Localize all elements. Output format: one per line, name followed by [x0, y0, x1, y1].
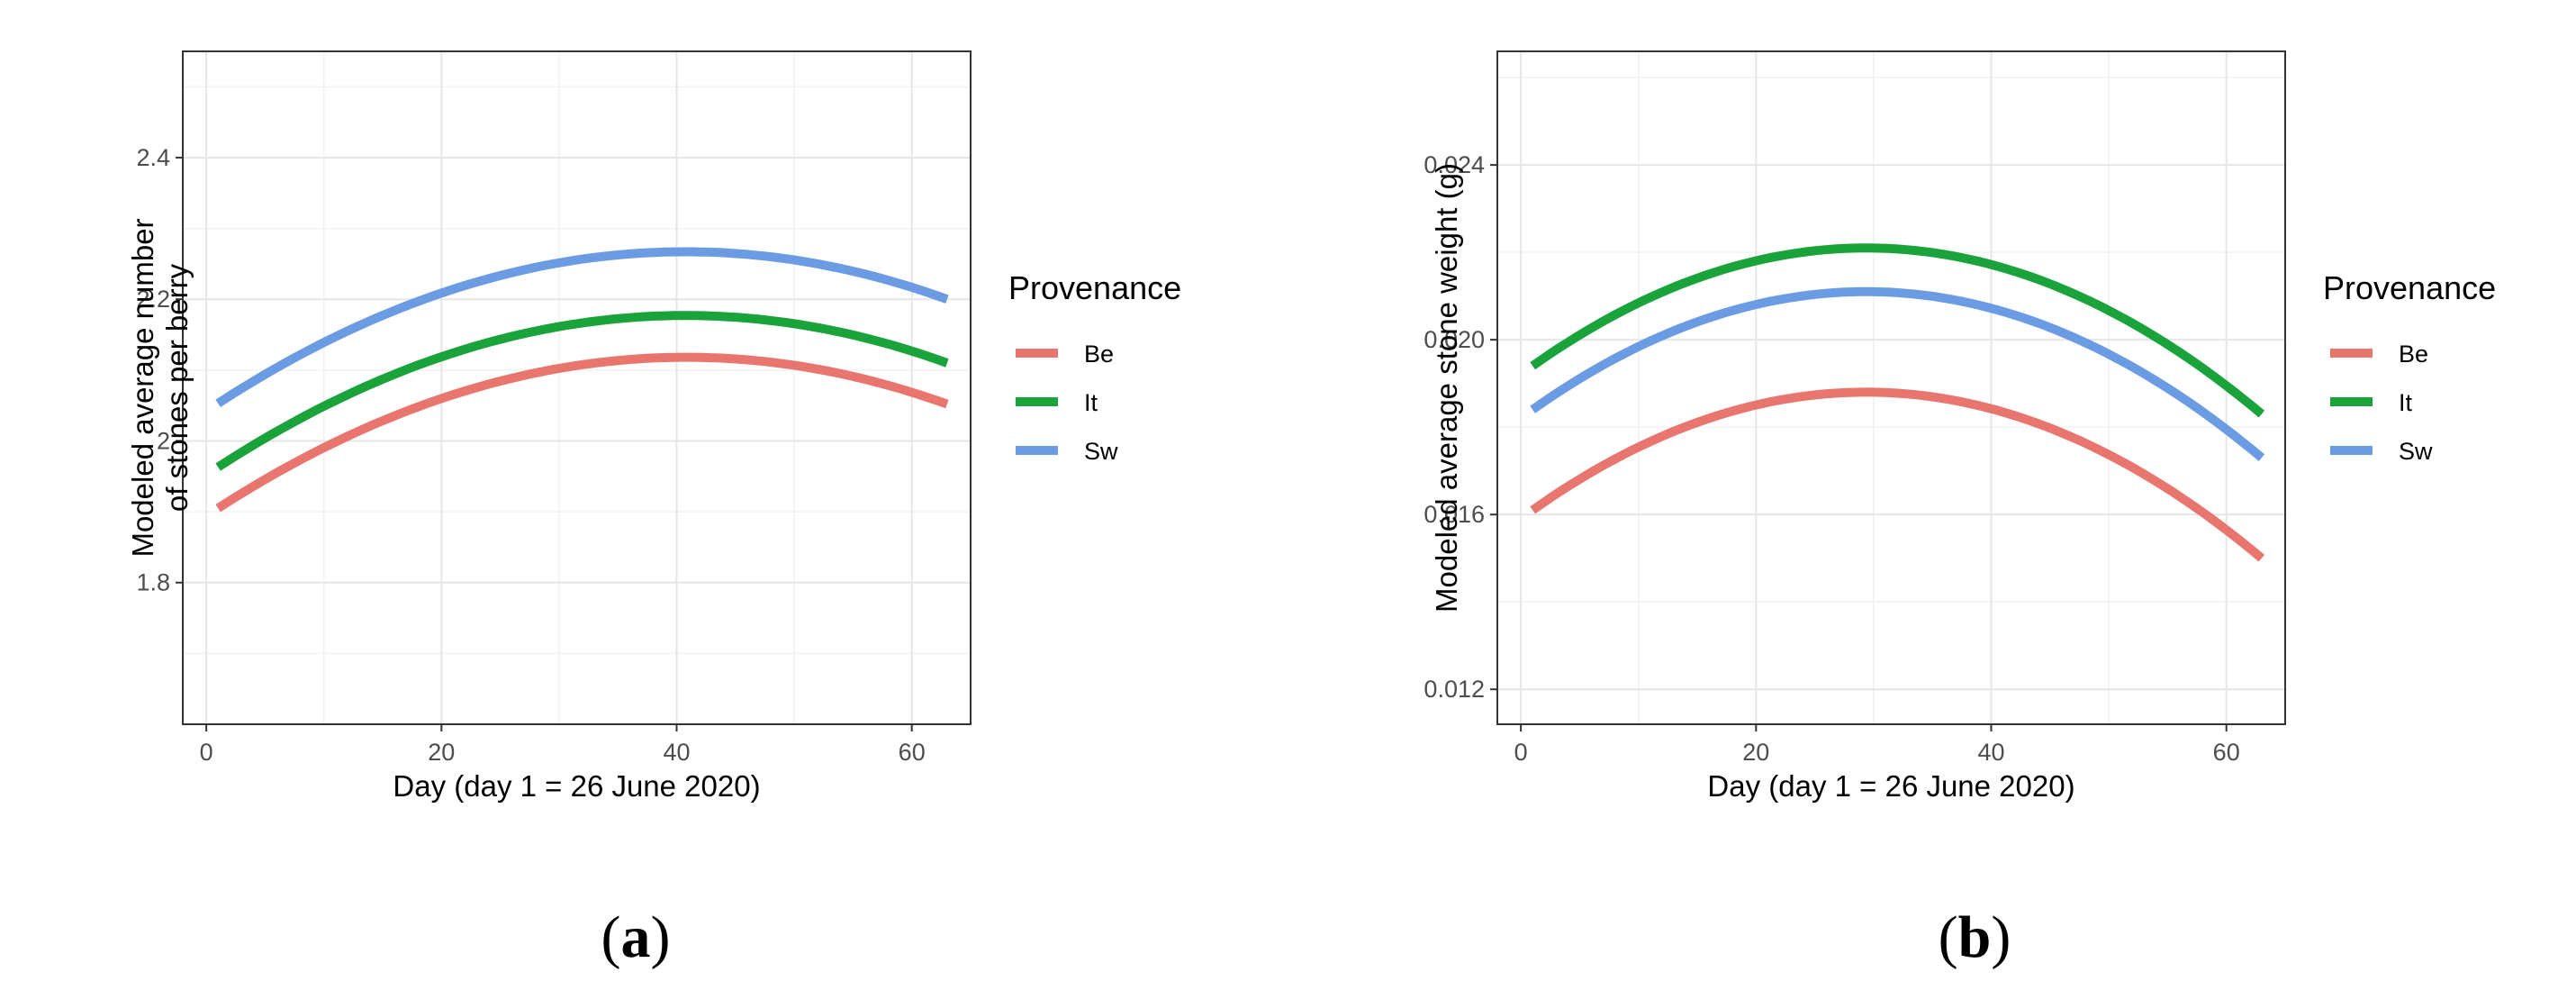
x-tick-label: 20: [428, 739, 455, 766]
y-axis-title-line: Modeled average number: [126, 218, 159, 557]
series-line-sw: [1530, 286, 2265, 461]
y-tick-label: 2: [157, 427, 170, 454]
x-axis-title: Day (day 1 = 26 June 2020): [1707, 769, 2074, 803]
x-tick-label: 20: [1742, 739, 1769, 766]
legend-label-sw: Sw: [1084, 438, 1118, 465]
y-tick-label: 0.020: [1424, 326, 1485, 353]
legend-label-sw: Sw: [2399, 438, 2433, 465]
y-tick-label: 2.4: [136, 144, 170, 171]
legend-label-be: Be: [1084, 341, 1114, 368]
x-tick-label: 40: [1977, 739, 2004, 766]
x-tick-label: 40: [663, 739, 690, 766]
y-tick-label: 0.024: [1424, 151, 1485, 178]
plot-border: [1496, 50, 2286, 725]
series-line-be: [215, 352, 949, 513]
y-tick-label: 2.2: [136, 286, 170, 313]
y-tick-label: 0.012: [1424, 676, 1485, 703]
x-tick-label: 0: [1514, 739, 1528, 766]
x-axis-title: Day (day 1 = 26 June 2020): [393, 769, 760, 803]
legend-label-it: It: [1084, 389, 1098, 416]
plot-border: [182, 50, 972, 725]
y-tick-label: 0.016: [1424, 501, 1485, 528]
series-line-sw: [215, 247, 949, 408]
series-line-it: [215, 311, 949, 471]
x-tick-label: 0: [200, 739, 213, 766]
y-axis-title-line: of stones per berry: [160, 263, 194, 512]
legend-label-it: It: [2399, 389, 2413, 416]
y-axis-title: Modeled average stone weight (g): [1430, 163, 1463, 613]
legend-title: Provenance: [1008, 269, 1181, 306]
y-tick-label: 1.8: [136, 569, 170, 596]
y-axis-title-line: Modeled average stone weight (g): [1430, 163, 1463, 613]
caption-b: (b): [1939, 904, 2011, 970]
y-axis-title: Modeled average numberof stones per berr…: [126, 218, 194, 557]
legend-label-be: Be: [2399, 341, 2428, 368]
series-line-it: [1530, 243, 2265, 418]
legend-title: Provenance: [2323, 269, 2496, 306]
x-tick-label: 60: [2213, 739, 2240, 766]
caption-a: (a): [601, 904, 671, 970]
plot-background: [183, 51, 971, 724]
series-line-be: [1530, 387, 2265, 562]
chart-b: (b) 0.012 0.016 0.020 0.024 0 20 40 60 Day (day …: [1424, 50, 2496, 970]
x-tick-label: 60: [899, 739, 926, 766]
chart-a: (a) 1.8 2 2.2 2.4 0 20 40 60 Day (day 1 = 26 Jun…: [126, 50, 1181, 970]
plot-background: [1497, 51, 2285, 724]
